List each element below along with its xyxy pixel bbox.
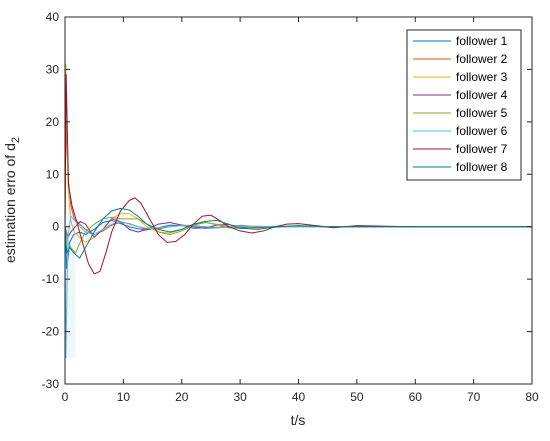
x-tick-label: 80: [525, 390, 539, 404]
legend-label-1: follower 1: [456, 34, 508, 48]
x-tick-label: 70: [467, 390, 481, 404]
y-tick-label: 10: [46, 167, 60, 181]
y-axis-label-subscript: 2: [10, 137, 22, 143]
legend-label-4: follower 4: [456, 88, 508, 102]
x-tick-label: 60: [409, 390, 423, 404]
series-line-5: [65, 216, 532, 254]
y-tick-label: -20: [42, 325, 60, 339]
legend-label-2: follower 2: [456, 52, 508, 66]
axes: t/s estimation erro of d2 0 10 20 30 40 50 60 7…: [2, 10, 539, 428]
series-lines: [65, 63, 532, 359]
initial-transient-band: [65, 205, 76, 358]
y-tick-label: -10: [42, 272, 60, 286]
legend-label-8: follower 8: [456, 160, 508, 174]
series-line-8: [65, 207, 532, 259]
legend-label-3: follower 3: [456, 70, 508, 84]
y-tick-label: 40: [46, 10, 60, 24]
y-tick-label: 30: [46, 62, 60, 76]
series-line-6: [65, 215, 532, 359]
y-tick-label: 0: [52, 220, 59, 234]
series-line-1: [65, 219, 532, 270]
x-axis-label: t/s: [291, 412, 306, 428]
y-tick-label: -30: [42, 377, 60, 391]
x-tick-label: 40: [292, 390, 306, 404]
plot-area: [65, 63, 532, 359]
y-axis-label-main: estimation erro of d: [2, 143, 18, 263]
legend: follower 1 follower 2 follower 3 follower 4…: [406, 29, 522, 181]
x-tick-label: 10: [117, 390, 131, 404]
legend-label-5: follower 5: [456, 106, 508, 120]
x-tick-label: 30: [233, 390, 247, 404]
x-tick-label: 20: [175, 390, 189, 404]
legend-label-6: follower 6: [456, 124, 508, 138]
x-tick-label: 0: [62, 390, 69, 404]
y-tick-label: 20: [46, 115, 60, 129]
legend-box: [406, 29, 522, 181]
x-tick-label: 50: [350, 390, 364, 404]
y-axis-label: estimation erro of d2: [2, 137, 22, 263]
legend-label-7: follower 7: [456, 142, 508, 156]
